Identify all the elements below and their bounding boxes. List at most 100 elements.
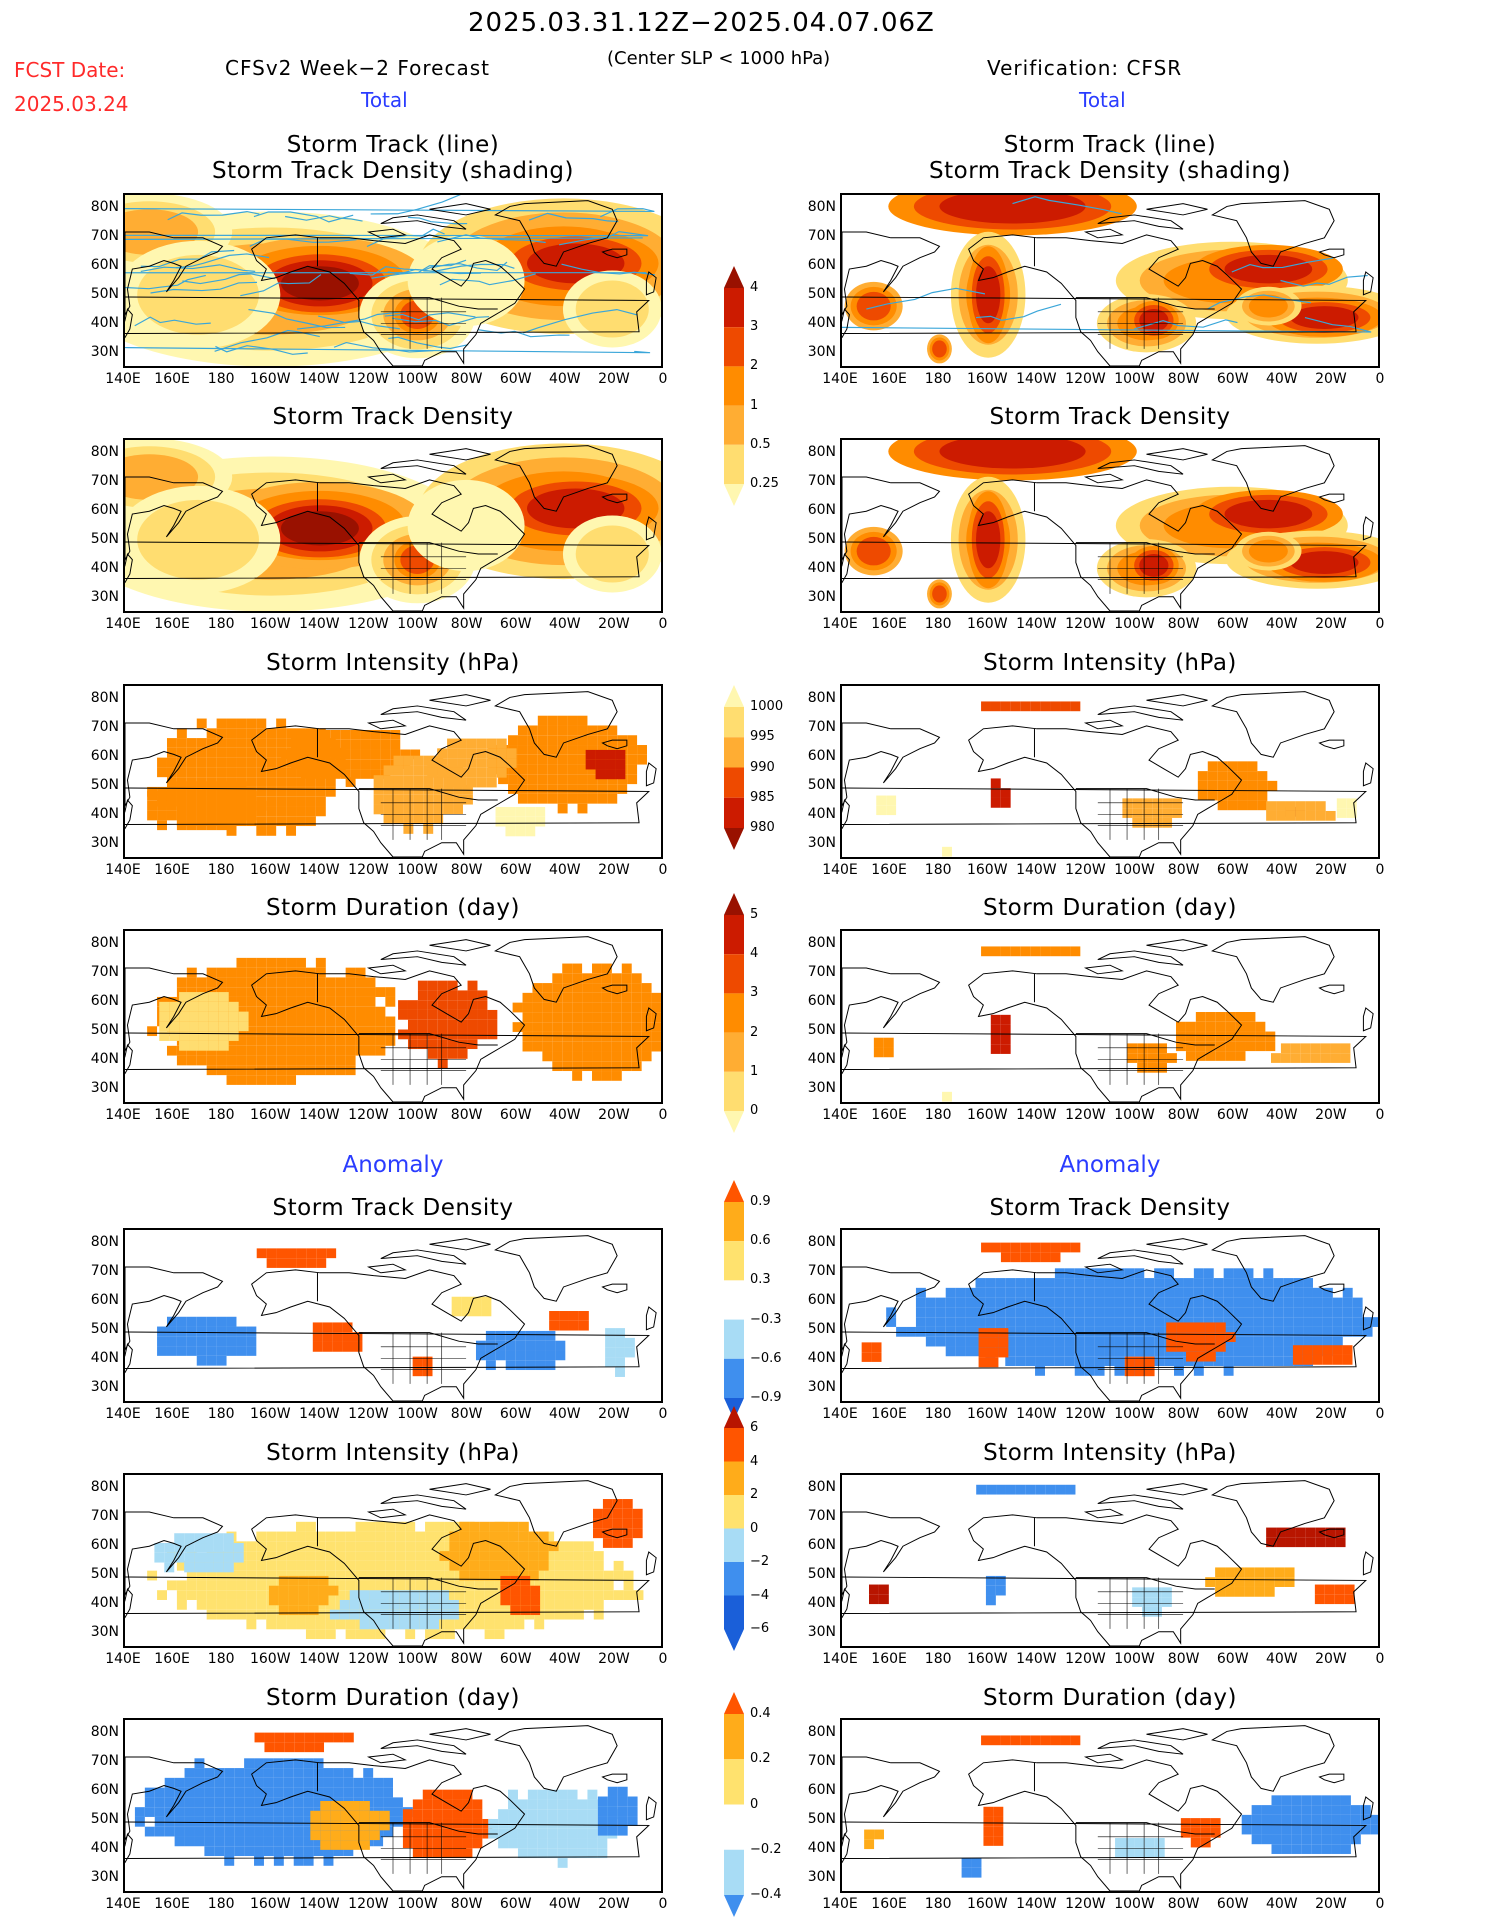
lat-tick-label: 80N [90, 689, 119, 706]
coastline [842, 1832, 850, 1864]
lon-tick-label: 120W [348, 371, 389, 387]
colorbar-label: 1 [750, 397, 759, 413]
lon-tick-label: 0 [658, 1406, 668, 1422]
coastline [125, 967, 224, 1052]
lon-tick-label: 180 [924, 1651, 952, 1667]
colorbar-segment [724, 484, 744, 506]
lat-tick-label: 30N [90, 1379, 119, 1396]
coastline [125, 1032, 651, 1070]
lon-tick-label: 100W [1114, 1896, 1155, 1912]
coastline [842, 307, 850, 339]
colorbar-segment [724, 1032, 744, 1072]
coastline [366, 719, 407, 730]
storm-track-line [1231, 257, 1334, 273]
colorbar-density_anom [724, 1180, 744, 1420]
lat-tick-label: 80N [90, 443, 119, 460]
field-region [398, 980, 498, 1069]
storm-track-line [371, 268, 481, 279]
lat-tick-label: 30N [807, 835, 836, 852]
lat-tick-label: 30N [807, 1379, 836, 1396]
density-contour [137, 499, 259, 580]
lon-tick-label: 140E [105, 1651, 141, 1667]
lon-tick-label: 160E [154, 371, 190, 387]
coastline [125, 231, 224, 316]
density-contour [1248, 294, 1288, 318]
field-region [154, 1533, 244, 1573]
lat-tick-label: 70N [807, 1752, 836, 1769]
lat-tick-label: 80N [807, 934, 836, 951]
field-region [1292, 1345, 1353, 1365]
lon-tick-label: 80W [450, 1896, 483, 1912]
colorbar-segment [724, 954, 744, 994]
lon-tick-label: 0 [658, 862, 668, 878]
coastline [366, 473, 407, 484]
lon-tick-label: 140E [822, 1651, 858, 1667]
storm-track-line [1012, 196, 1122, 215]
lon-tick-label: 160E [154, 1406, 190, 1422]
lat-tick-label: 30N [90, 1869, 119, 1886]
storm-track-line [1134, 319, 1238, 330]
lat-tick-label: 70N [807, 718, 836, 735]
lon-tick-label: 40W [548, 1406, 581, 1422]
coastline [1318, 1283, 1345, 1294]
coastline [1146, 448, 1208, 461]
panel-title-l1b: Storm Track Density (shading) [212, 158, 574, 184]
lat-tick-label: 40N [90, 1051, 119, 1068]
field-region [439, 1521, 559, 1581]
coastline [125, 1832, 133, 1864]
lon-tick-label: 160E [154, 1651, 190, 1667]
density-contour [280, 266, 359, 301]
lat-tick-label: 50N [90, 1321, 119, 1338]
lon-tick-label: 140E [822, 862, 858, 878]
field-region [864, 1829, 884, 1850]
lon-tick-label: 0 [1375, 616, 1385, 632]
lon-tick-label: 160W [249, 1107, 291, 1123]
storm-track-line [523, 309, 638, 334]
colorbar-segment [724, 1714, 744, 1760]
colorbar-label: −4 [750, 1587, 770, 1603]
lon-tick-label: 20W [1315, 1896, 1347, 1912]
coastline [1146, 939, 1208, 952]
field-region [1122, 798, 1182, 828]
field-region [1270, 1043, 1351, 1063]
lon-tick-label: 60W [499, 371, 532, 387]
slp-criterion: (Center SLP < 1000 hPa) [607, 48, 831, 69]
lat-tick-label: 80N [807, 1478, 836, 1495]
panel-title-l7: Storm Duration (day) [266, 1685, 520, 1711]
lon-tick-label: 160E [154, 862, 190, 878]
coastline [1211, 691, 1335, 758]
colorbar-segment [724, 685, 744, 707]
field-region [1127, 1043, 1177, 1073]
lon-tick-label: 60W [499, 1406, 532, 1422]
lat-tick-label: 40N [807, 1595, 836, 1612]
lon-tick-label: 80W [1167, 1651, 1200, 1667]
lon-tick-label: 180 [207, 862, 235, 878]
lon-tick-label: 60W [499, 616, 532, 632]
lon-tick-label: 40W [1265, 1406, 1298, 1422]
coastline [1211, 200, 1335, 267]
coastline [380, 1249, 467, 1265]
lat-tick-label: 50N [90, 1811, 119, 1828]
colorbar-segment [724, 1895, 744, 1917]
lat-tick-label: 60N [807, 992, 836, 1009]
lon-tick-label: 20W [1315, 616, 1347, 632]
coastline [842, 787, 1368, 825]
density-contour [575, 280, 649, 338]
lon-tick-label: 140E [822, 616, 858, 632]
density-contour [976, 511, 1001, 569]
country-border [358, 542, 498, 555]
lat-tick-label: 60N [90, 747, 119, 764]
coastline [1097, 459, 1184, 475]
lon-tick-label: 40W [1265, 1107, 1298, 1123]
coastline [645, 1007, 657, 1032]
field-region [981, 946, 1081, 957]
coastline [1097, 950, 1184, 966]
colorbar-density_total [724, 266, 744, 506]
storm-track-line [388, 336, 469, 350]
coastline [125, 1342, 133, 1374]
lat-tick-label: 40N [807, 1051, 836, 1068]
storm-track-line [318, 315, 400, 330]
field-region [281, 729, 421, 779]
storm-track-line [333, 341, 434, 353]
coastline [429, 1728, 491, 1741]
